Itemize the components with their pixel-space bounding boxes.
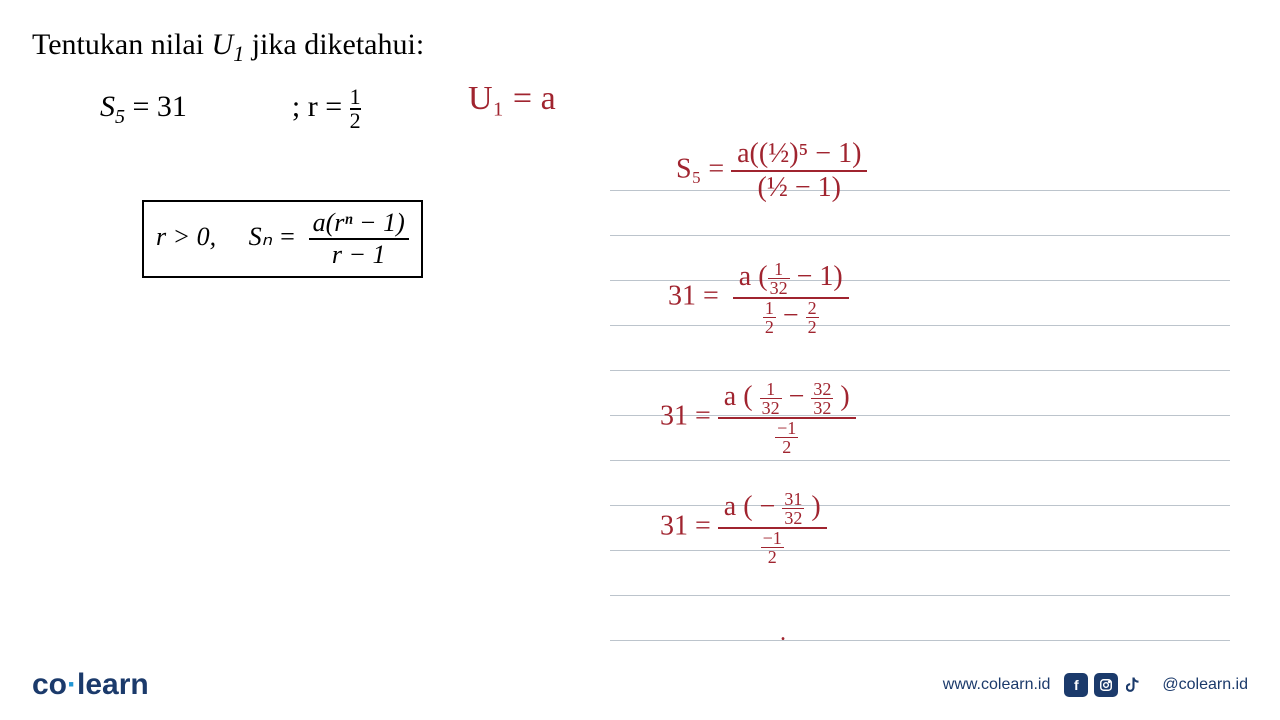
instagram-icon: [1094, 673, 1118, 697]
footer-handle: @colearn.id: [1162, 676, 1248, 694]
title-post: jika diketahui:: [244, 28, 424, 61]
w2-num-a: a (: [739, 261, 768, 292]
w1-num: a((½)⁵ − 1): [731, 138, 867, 172]
r-num: 1: [350, 86, 361, 108]
w4-f-n: 31: [782, 490, 804, 509]
logo: co·learn: [32, 668, 149, 702]
formula-box: r > 0, Sₙ = a(rⁿ − 1) r − 1: [142, 200, 423, 278]
work-step-4: 31 = a ( − 3132 ) −12: [660, 490, 827, 566]
footer-right: www.colearn.id f @colearn.id: [943, 673, 1248, 697]
w3-den-d: 2: [775, 438, 798, 456]
problem-title: Tentukan nilai U1 jika diketahui:: [32, 28, 424, 67]
w4-den-n: −1: [761, 529, 784, 548]
w3-a: a (: [724, 381, 760, 412]
logo-dot: ·: [67, 668, 77, 701]
social-icons: f: [1064, 673, 1148, 697]
footer-url: www.colearn.id: [943, 676, 1051, 694]
w4-a: a ( −: [724, 491, 783, 522]
page-content: Tentukan nilai U1 jika diketahui: S5 = 3…: [0, 0, 1280, 720]
s-sub: 5: [115, 106, 125, 128]
s-val: = 31: [125, 90, 187, 123]
w2-df2-n: 2: [806, 299, 819, 318]
formula-lhs: Sₙ =: [249, 222, 296, 251]
w2-lhs: 31 =: [668, 280, 719, 311]
formula-num: a(rⁿ − 1): [309, 208, 409, 240]
formula-den: r − 1: [309, 240, 409, 270]
w2-num-b: − 1): [790, 261, 843, 292]
u1-annotation: U₁ = a: [468, 80, 556, 118]
w3-f1-n: 1: [760, 380, 782, 399]
w2-nf-n: 1: [768, 260, 790, 279]
logo-learn: learn: [77, 668, 149, 701]
w2-df2-d: 2: [806, 318, 819, 336]
work-step-3: 31 = a ( 132 − 3232 ) −12: [660, 380, 856, 456]
formula-cond: r > 0,: [156, 222, 216, 251]
given-values: S5 = 31 ; r = 12: [100, 86, 361, 132]
work-step-1: S₅ = a((½)⁵ − 1) (½ − 1): [676, 138, 867, 204]
work-step-2: 31 = a (132 − 1) 12 − 22: [668, 260, 849, 336]
w3-mid: −: [782, 381, 812, 412]
w3-lhs: 31 =: [660, 400, 711, 431]
work-dot: .: [780, 620, 786, 647]
title-pre: Tentukan nilai: [32, 28, 212, 61]
r-den: 2: [350, 108, 361, 132]
w3-f2-d: 32: [811, 399, 833, 417]
w2-df1-n: 1: [763, 299, 776, 318]
r-pre: ; r =: [292, 90, 350, 123]
w3-close: ): [833, 381, 849, 412]
s-var: S: [100, 90, 115, 123]
footer: co·learn www.colearn.id f @colearn.id: [32, 668, 1248, 702]
w4-den-d: 2: [761, 548, 784, 566]
w2-den-mid: −: [776, 300, 806, 331]
w2-nf-d: 32: [768, 279, 790, 297]
facebook-icon: f: [1064, 673, 1088, 697]
w3-den-n: −1: [775, 419, 798, 438]
title-var: U: [212, 28, 234, 61]
tiktok-icon: [1124, 673, 1148, 697]
w4-close: ): [804, 491, 820, 522]
w1-den: (½ − 1): [731, 172, 867, 204]
w3-f2-n: 32: [811, 380, 833, 399]
logo-co: co: [32, 668, 67, 701]
w4-lhs: 31 =: [660, 510, 711, 541]
w4-f-d: 32: [782, 509, 804, 527]
w1-lhs: S₅ =: [676, 153, 724, 184]
w3-f1-d: 32: [760, 399, 782, 417]
title-sub: 1: [233, 41, 244, 66]
w2-df1-d: 2: [763, 318, 776, 336]
